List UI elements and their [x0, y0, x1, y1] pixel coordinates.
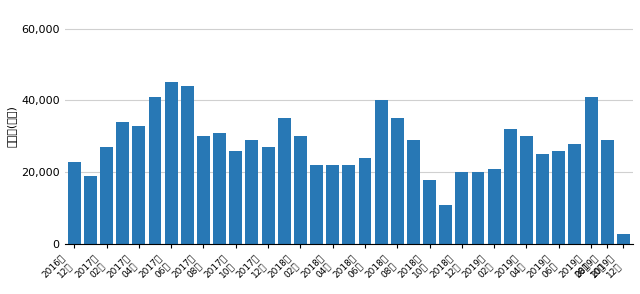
- Bar: [472, 172, 484, 244]
- Bar: [536, 154, 549, 244]
- Bar: [197, 136, 210, 244]
- Bar: [68, 162, 81, 244]
- Bar: [246, 140, 259, 244]
- Bar: [617, 233, 630, 244]
- Bar: [568, 144, 581, 244]
- Bar: [407, 140, 420, 244]
- Bar: [584, 97, 598, 244]
- Bar: [164, 83, 178, 244]
- Bar: [116, 122, 129, 244]
- Bar: [148, 97, 161, 244]
- Bar: [456, 172, 468, 244]
- Bar: [278, 118, 291, 244]
- Bar: [552, 151, 565, 244]
- Bar: [84, 176, 97, 244]
- Bar: [229, 151, 243, 244]
- Bar: [294, 136, 307, 244]
- Bar: [262, 147, 275, 244]
- Bar: [310, 165, 323, 244]
- Bar: [100, 147, 113, 244]
- Bar: [374, 101, 388, 244]
- Bar: [358, 158, 371, 244]
- Bar: [520, 136, 533, 244]
- Bar: [181, 86, 194, 244]
- Bar: [504, 129, 516, 244]
- Bar: [213, 133, 226, 244]
- Bar: [391, 118, 404, 244]
- Bar: [439, 205, 452, 244]
- Bar: [488, 169, 500, 244]
- Bar: [601, 140, 614, 244]
- Bar: [326, 165, 339, 244]
- Y-axis label: 거래량(건수): 거래량(건수): [7, 105, 17, 147]
- Bar: [423, 180, 436, 244]
- Bar: [342, 165, 355, 244]
- Bar: [132, 126, 145, 244]
